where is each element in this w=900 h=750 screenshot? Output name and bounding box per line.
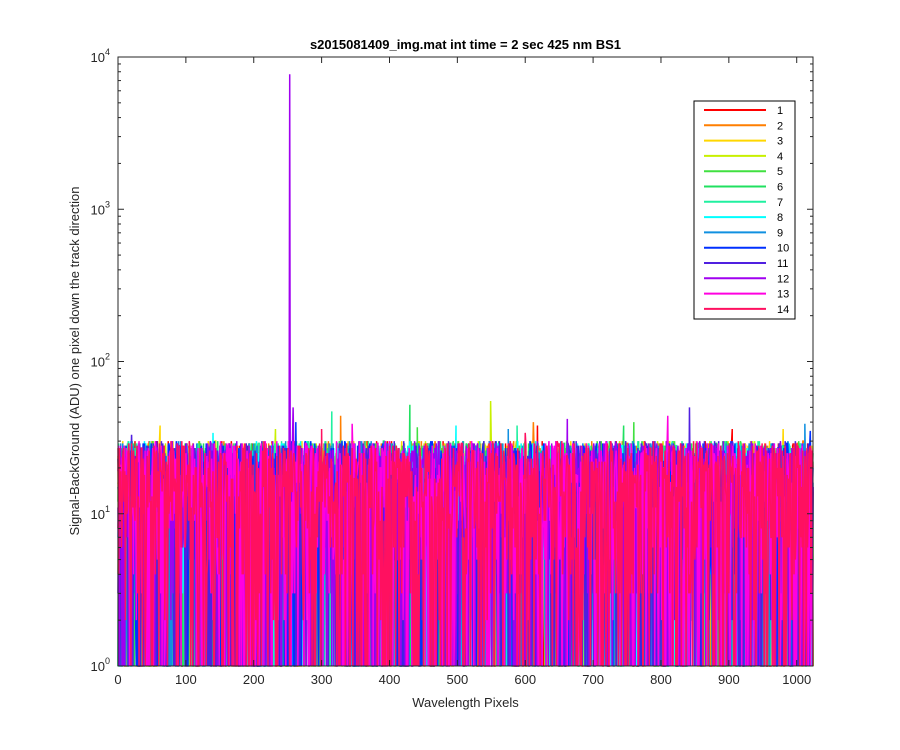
x-tick-label: 400 xyxy=(379,672,401,687)
y-tick-label: 104 xyxy=(91,47,110,65)
y-tick-label: 102 xyxy=(91,352,110,370)
series-line-14 xyxy=(117,429,814,667)
legend-label-6: 6 xyxy=(777,182,783,194)
x-tick-label: 800 xyxy=(650,672,672,687)
x-tick-label: 200 xyxy=(243,672,265,687)
x-tick-label: 1000 xyxy=(782,672,811,687)
legend-label-9: 9 xyxy=(777,227,783,239)
legend-label-1: 1 xyxy=(777,105,783,117)
y-axis-label: Signal-BackGround (ADU) one pixel down t… xyxy=(67,186,82,535)
x-tick-label: 300 xyxy=(311,672,333,687)
x-tick-label: 900 xyxy=(718,672,740,687)
legend-label-10: 10 xyxy=(777,243,789,255)
legend-label-3: 3 xyxy=(777,136,783,148)
y-tick-labels: 100 101 102 103 104 xyxy=(91,47,110,674)
ticks-layer xyxy=(117,56,813,667)
legend-label-5: 5 xyxy=(777,166,783,178)
y-tick-label: 103 xyxy=(91,199,110,217)
legend-label-7: 7 xyxy=(777,197,783,209)
x-tick-labels: 0 100 200 300 400 500 600 700 800 900 1000 xyxy=(114,672,811,687)
y-tick-label: 101 xyxy=(91,504,110,522)
legend-box xyxy=(693,100,796,320)
y-tick-label: 100 xyxy=(91,656,110,674)
legend-label-14: 14 xyxy=(777,304,789,316)
x-tick-label: 700 xyxy=(582,672,604,687)
legend-label-2: 2 xyxy=(777,120,783,132)
x-tick-label: 500 xyxy=(447,672,469,687)
x-tick-label: 0 xyxy=(114,672,121,687)
chart-title: s2015081409_img.mat int time = 2 sec 425… xyxy=(310,37,621,52)
series-layer xyxy=(117,74,814,667)
x-tick-label: 100 xyxy=(175,672,197,687)
legend-label-8: 8 xyxy=(777,212,783,224)
x-tick-label: 600 xyxy=(514,672,536,687)
legend-label-11: 11 xyxy=(777,258,788,270)
x-axis-label: Wavelength Pixels xyxy=(412,695,519,710)
legend-label-12: 12 xyxy=(777,273,789,285)
legend-label-13: 13 xyxy=(777,289,789,301)
legend-label-4: 4 xyxy=(777,151,783,163)
